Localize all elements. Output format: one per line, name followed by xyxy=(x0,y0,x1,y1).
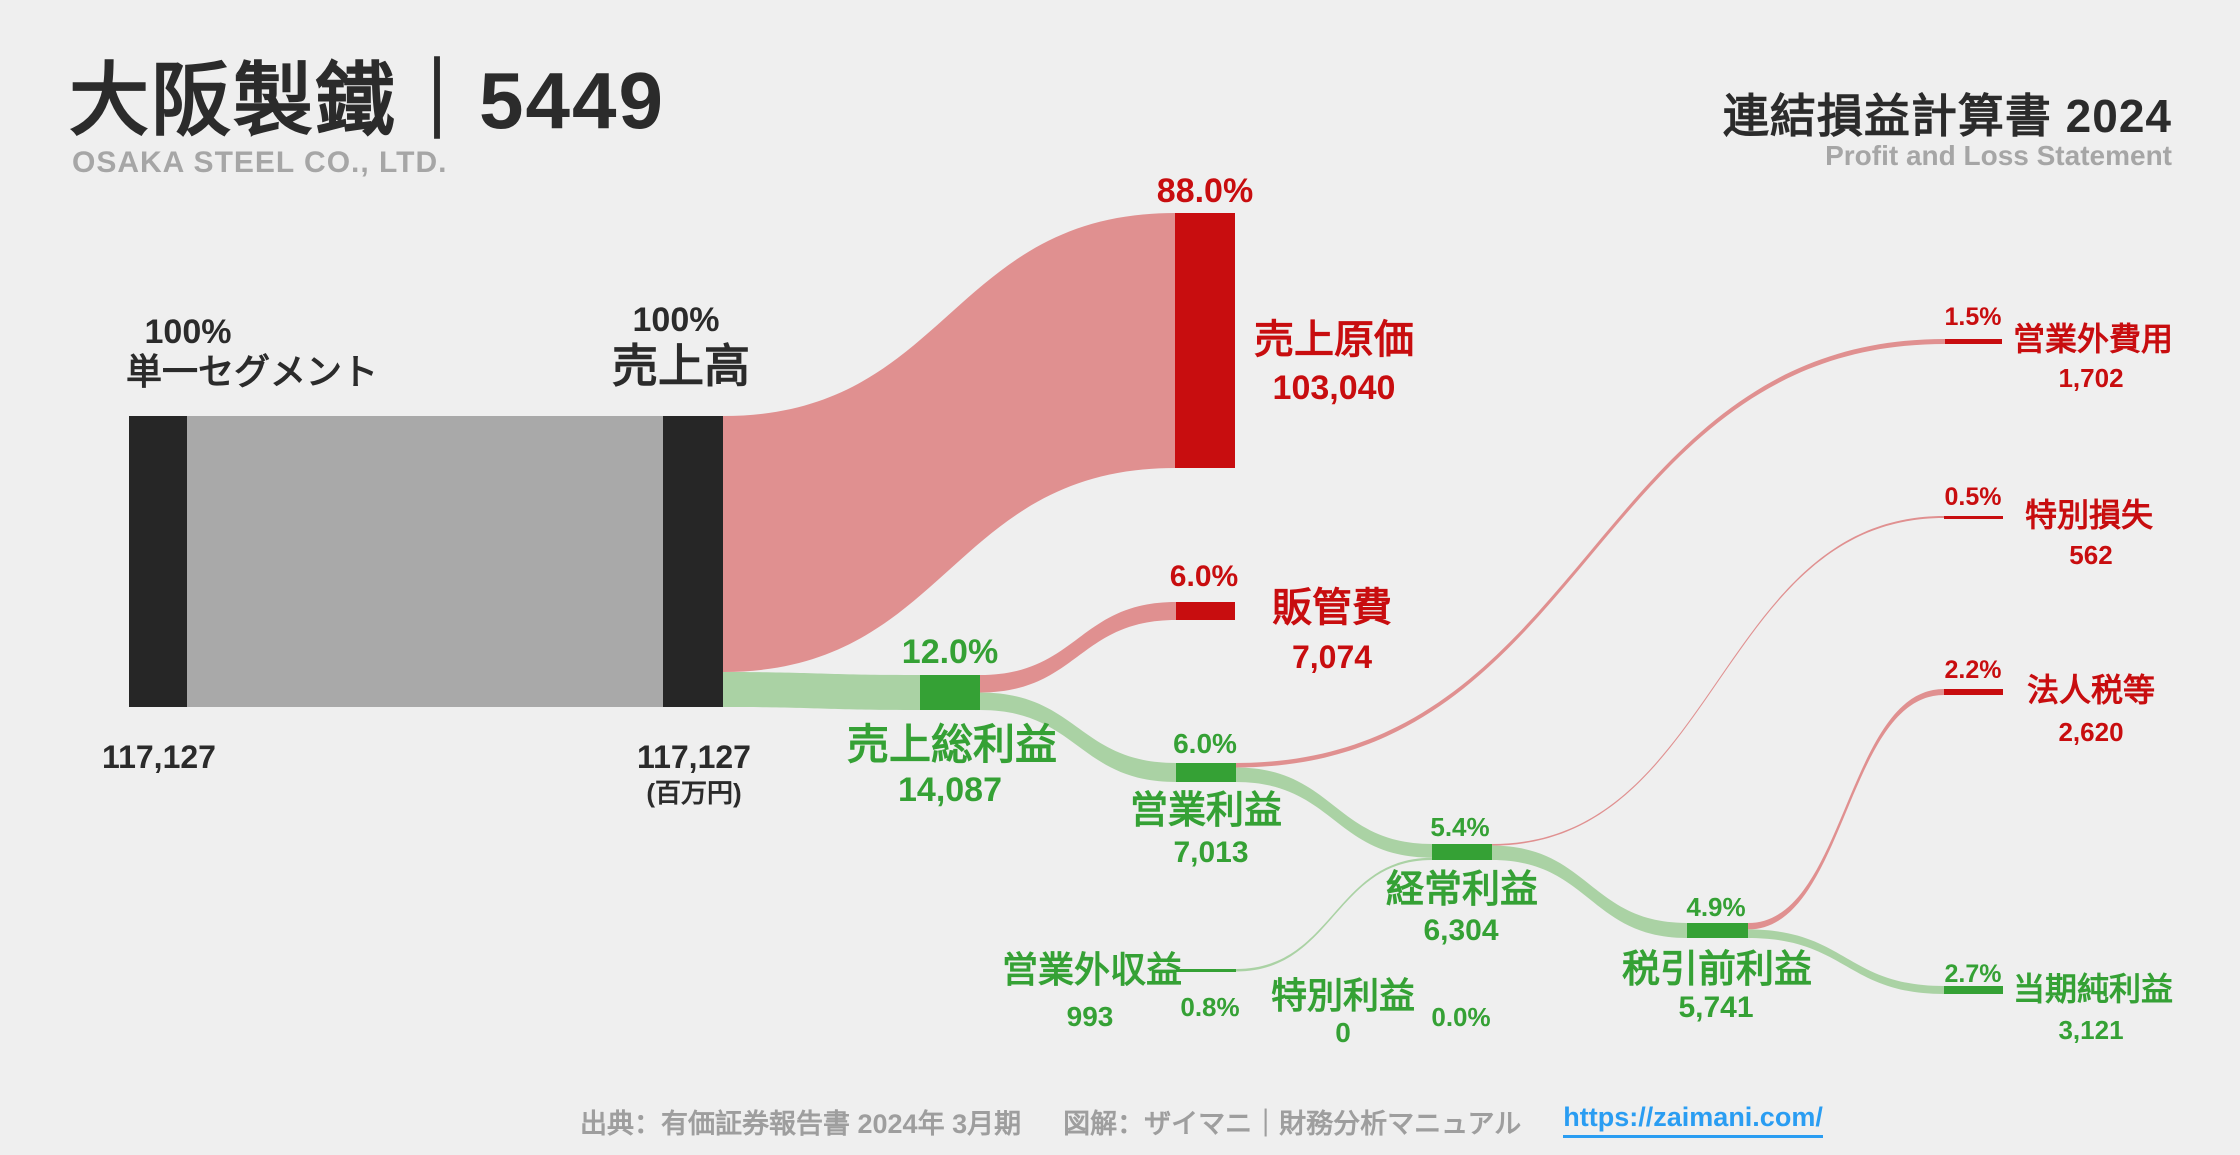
flow-rev-cogs xyxy=(723,213,1175,672)
label-tax-value: 2,620 xyxy=(2058,717,2124,747)
label-op-name: 営業利益 xyxy=(1129,790,1283,832)
node-noe xyxy=(1945,339,2002,344)
label-sl-value: 562 xyxy=(2069,540,2113,570)
label-sga-name: 販管費 xyxy=(1272,586,1392,630)
label-unit-note: (百万円) xyxy=(646,778,742,808)
label-cogs-name: 売上原価 xyxy=(1254,318,1414,362)
label-op-value: 7,013 xyxy=(1173,836,1249,869)
label-sga-pct: 6.0% xyxy=(1169,560,1239,593)
document-title: 連結損益計算書 2024 xyxy=(1722,90,2172,142)
label-noe-name: 営業外費用 xyxy=(2013,321,2174,357)
label-gross-name: 売上総利益 xyxy=(846,721,1058,768)
label-ord-value: 6,304 xyxy=(1423,914,1499,947)
flow-gross-op xyxy=(980,692,1176,782)
label-op-pct: 6.0% xyxy=(1173,728,1237,759)
node-gross xyxy=(920,675,980,710)
node-ord xyxy=(1432,844,1492,860)
flow-gross-sga xyxy=(980,602,1176,693)
label-gross-pct: 12.0% xyxy=(901,633,999,671)
label-noe-value: 1,702 xyxy=(2058,363,2124,393)
label-gross-value: 14,087 xyxy=(898,771,1002,809)
node-pre xyxy=(1687,923,1748,938)
flow-op-noe xyxy=(1236,339,1945,768)
label-sl-pct: 0.5% xyxy=(1944,483,2002,511)
page-title: 大阪製鐵｜5449 xyxy=(69,56,665,145)
label-sp-pct: 0.0% xyxy=(1431,1002,1491,1032)
page-subtitle: OSAKA STEEL CO., LTD. xyxy=(72,146,448,179)
node-net xyxy=(1944,986,2003,994)
footer-source: 出典：有価証券報告書 2024年 3月期 xyxy=(580,1109,1022,1139)
label-noi-name: 営業外収益 xyxy=(1001,949,1183,990)
label-seg-name: 単一セグメント xyxy=(125,351,379,392)
label-cogs-pct: 88.0% xyxy=(1156,172,1254,210)
flow-seg-rev xyxy=(187,416,663,707)
flow-pre-tax xyxy=(1748,689,1944,930)
node-op xyxy=(1176,763,1236,782)
label-pre-pct: 4.9% xyxy=(1686,892,1746,922)
flow-pre-net xyxy=(1748,929,1944,994)
footer-link[interactable]: https://zaimani.com/ xyxy=(1563,1102,1823,1138)
label-rev-name: 売上高 xyxy=(612,340,750,392)
label-net-pct: 2.7% xyxy=(1944,960,2002,988)
label-ord-pct: 5.4% xyxy=(1430,812,1490,842)
node-cogs xyxy=(1175,213,1235,468)
node-sga xyxy=(1176,602,1235,620)
label-rev-value: 117,127 xyxy=(637,739,751,775)
label-noi-value: 993 xyxy=(1066,1001,1114,1032)
label-noi-pct: 0.8% xyxy=(1180,992,1240,1022)
node-noi xyxy=(1176,969,1236,972)
label-seg-pct: 100% xyxy=(144,313,232,351)
node-sl xyxy=(1944,516,2003,519)
document-subtitle: Profit and Loss Statement xyxy=(1825,140,2172,171)
label-rev-pct: 100% xyxy=(632,301,720,339)
label-sl-name: 特別損失 xyxy=(2025,497,2154,533)
node-tax xyxy=(1944,689,2003,695)
label-sp-value: 0 xyxy=(1335,1017,1351,1048)
footer-maker: 図解：ザイマニ｜財務分析マニュアル xyxy=(1063,1109,1522,1139)
label-seg-value: 117,127 xyxy=(102,739,216,775)
label-sga-value: 7,074 xyxy=(1291,639,1373,675)
flow-ord-pre xyxy=(1492,845,1687,938)
flow-ord-sl xyxy=(1492,516,1944,846)
label-net-value: 3,121 xyxy=(2058,1015,2124,1045)
flow-op-ord xyxy=(1236,767,1432,858)
flow-rev-gross xyxy=(723,672,920,710)
label-noe-pct: 1.5% xyxy=(1944,303,2002,331)
label-pre-name: 税引前利益 xyxy=(1621,949,1813,991)
label-tax-pct: 2.2% xyxy=(1944,656,2002,684)
label-net-name: 当期純利益 xyxy=(2013,971,2174,1007)
label-ord-name: 経常利益 xyxy=(1385,869,1539,911)
footer: 出典：有価証券報告書 2024年 3月期 図解：ザイマニ｜財務分析マニュアル h… xyxy=(580,1102,1823,1141)
node-rev xyxy=(663,416,723,707)
flow-noi-ord xyxy=(1236,857,1432,972)
label-pre-value: 5,741 xyxy=(1678,991,1754,1024)
label-cogs-value: 103,040 xyxy=(1272,369,1396,407)
label-sp-name: 特別利益 xyxy=(1270,975,1416,1016)
label-tax-name: 法人税等 xyxy=(2027,672,2156,708)
node-seg xyxy=(129,416,187,707)
